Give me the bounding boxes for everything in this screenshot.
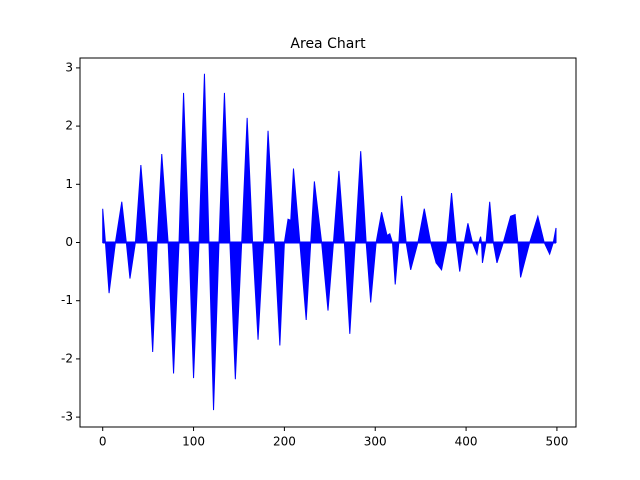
area [102,73,557,411]
y-tick-label: -2 [61,351,73,365]
x-tick-label: 500 [545,435,568,449]
y-tick-label: 3 [65,60,73,74]
x-tick-label: 300 [364,435,387,449]
x-tick-label: 400 [455,435,478,449]
x-tick-label: 100 [182,435,205,449]
y-tick-label: 2 [65,119,73,133]
x-tick-label: 0 [99,435,107,449]
chart-title: Area Chart [290,36,366,52]
y-tick-label: -3 [61,410,73,424]
x-tick-label: 200 [273,435,296,449]
y-tick-label: -1 [61,293,73,307]
y-tick-label: 0 [65,235,73,249]
y-tick-label: 1 [65,177,73,191]
